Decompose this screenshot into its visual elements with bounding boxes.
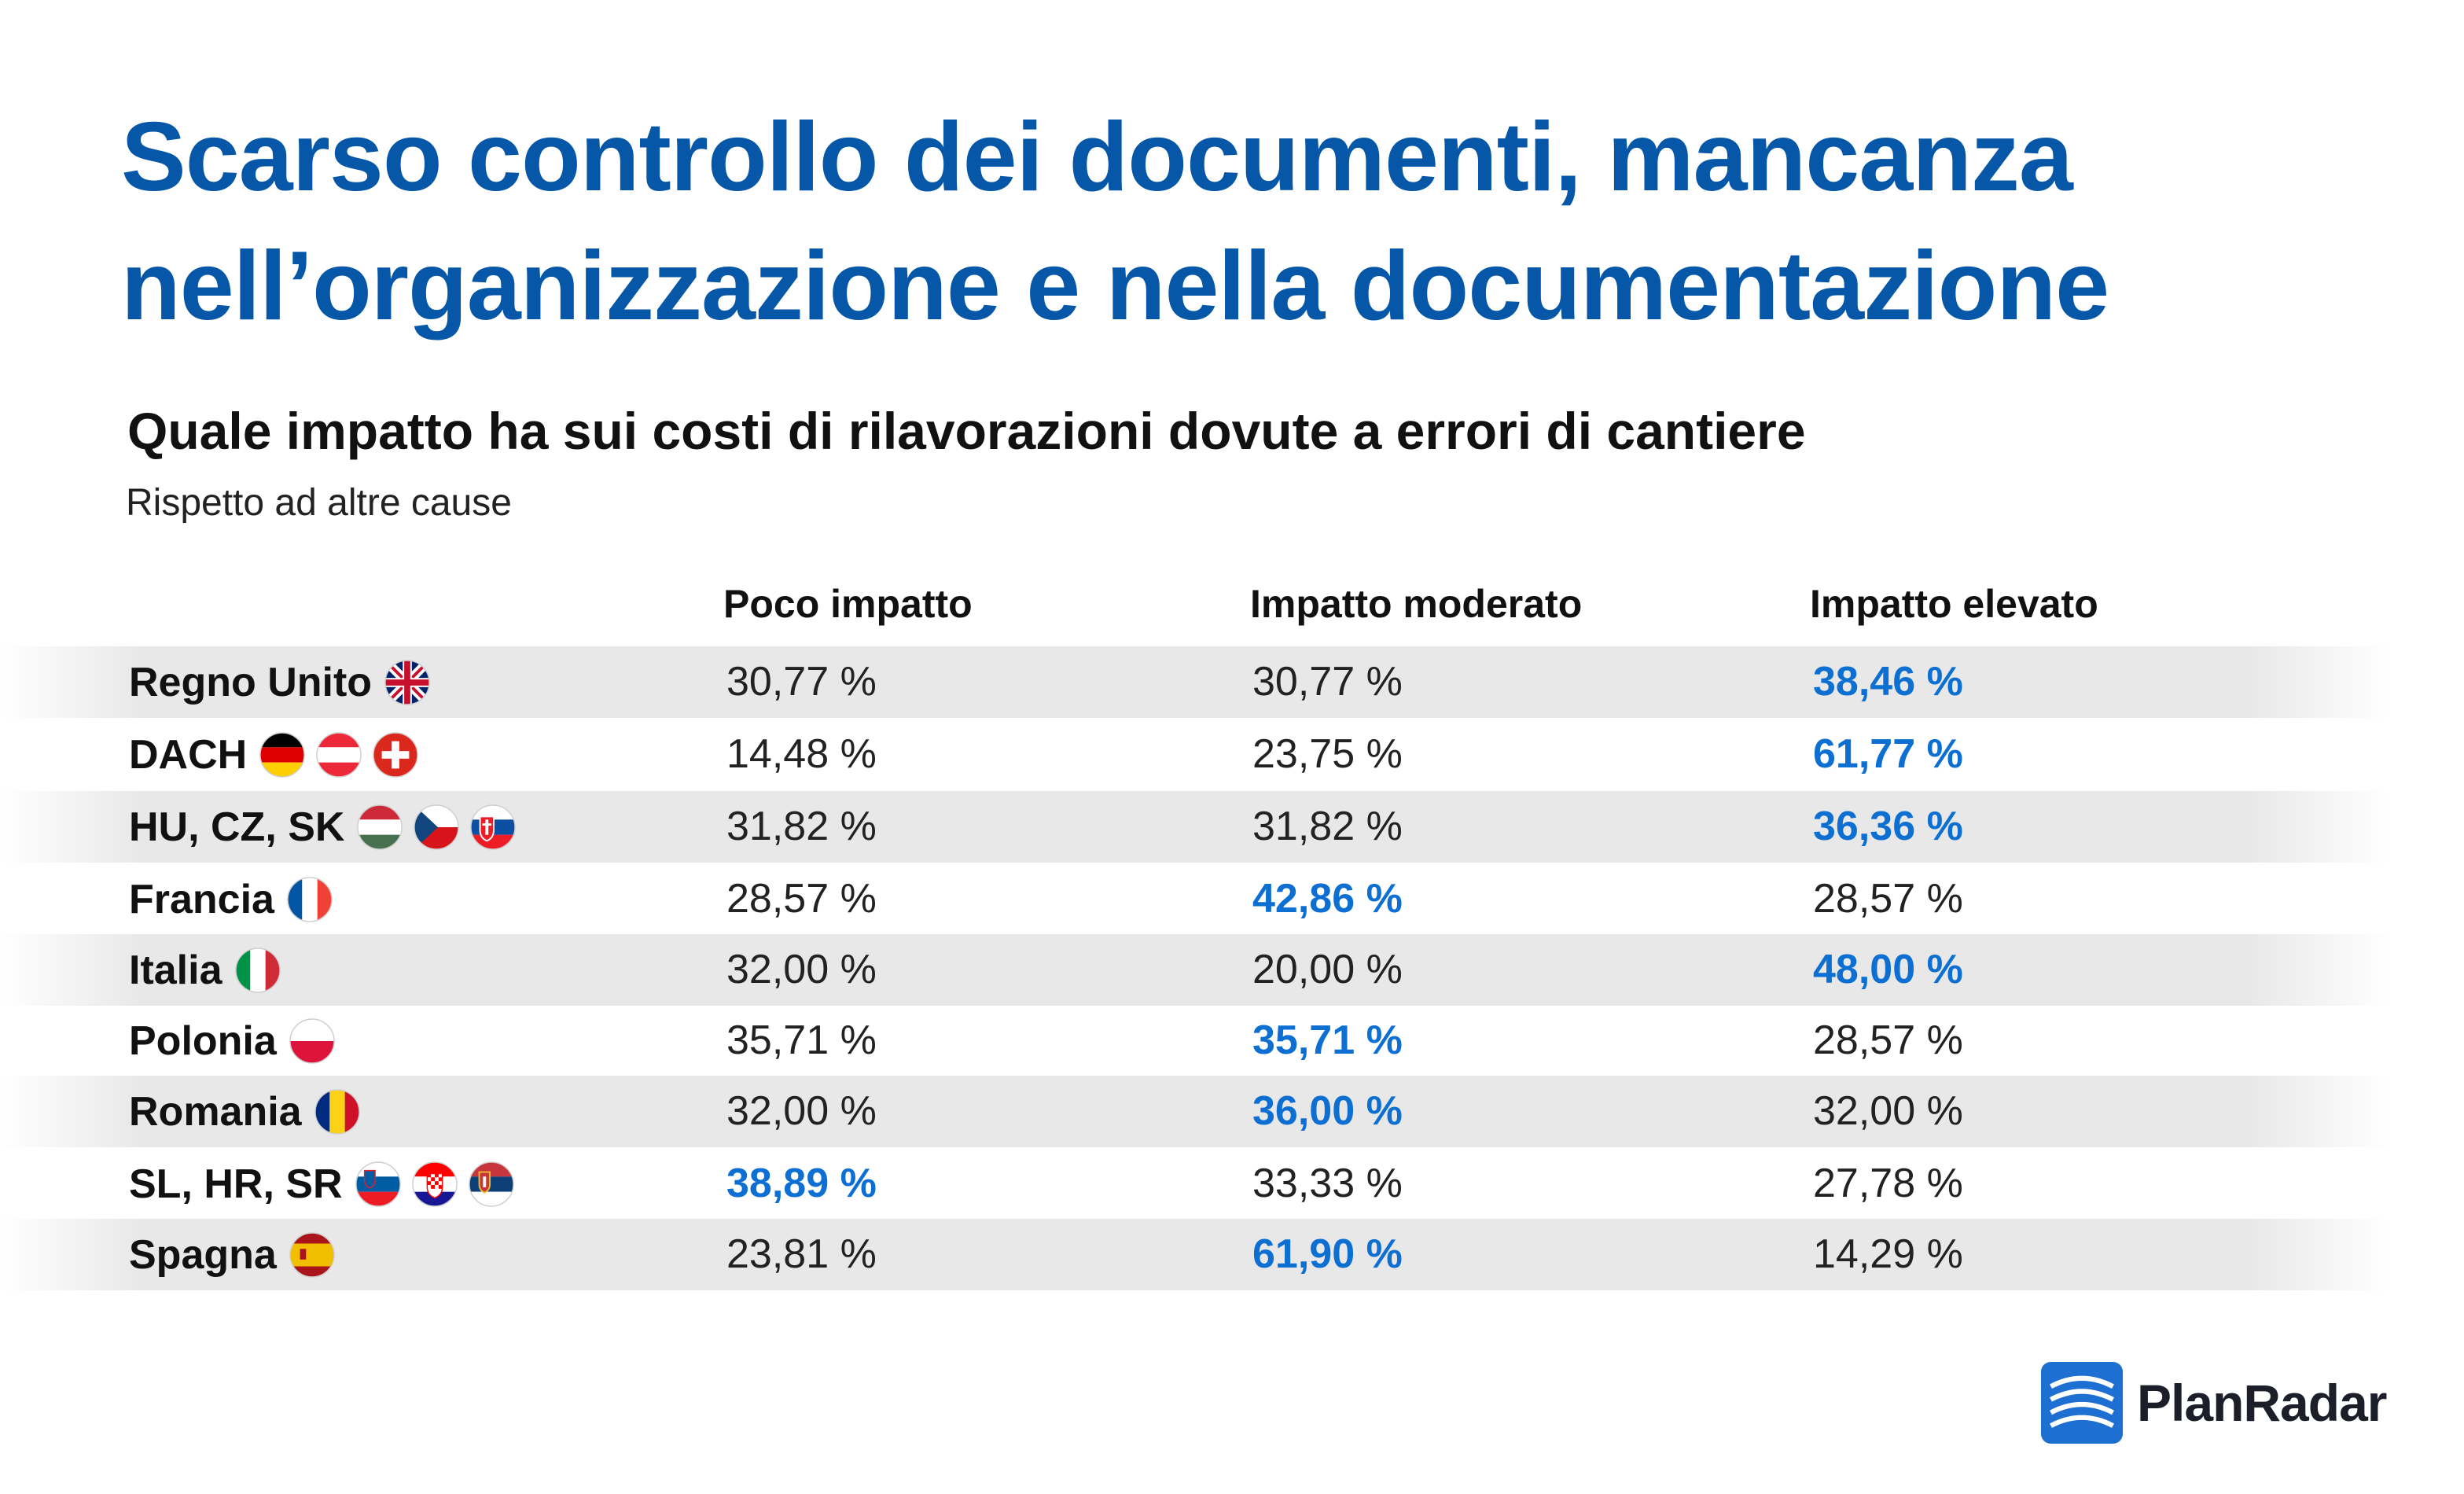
value-cell-highlighted: 48,00 %	[1813, 947, 1963, 992]
country-label: Francia	[129, 876, 274, 922]
country-cell: Polonia	[129, 1005, 346, 1076]
value-cell: 31,82 %	[1252, 804, 1403, 849]
column-header-impatto-elevato: Impatto elevato	[1810, 582, 2098, 626]
country-label: Romania	[129, 1088, 302, 1135]
column-header-poco-impatto: Poco impatto	[723, 582, 973, 626]
france-flag-icon	[287, 876, 333, 922]
table-row: SL, HR, SR 38,89 % 33,33 % 27,78 %	[0, 1148, 2464, 1220]
table-row: Spagna 23,81 % 61,90 % 14,29 %	[0, 1219, 2464, 1290]
value-cell: 33,33 %	[1252, 1161, 1403, 1206]
chart-subtitle: Rispetto ad altre cause	[126, 482, 512, 524]
spain-flag-icon	[289, 1231, 335, 1278]
value-cell: 32,00 %	[726, 947, 877, 992]
title-line-1: Scarso controllo dei documenti, mancanza	[121, 103, 2073, 212]
value-cell: 31,82 %	[726, 804, 877, 849]
country-label: SL, HR, SR	[129, 1161, 343, 1207]
germany-flag-icon	[259, 731, 305, 778]
column-header-impatto-moderato: Impatto moderato	[1250, 582, 1583, 626]
title-line-2: nell’organizzazione e nella documentazio…	[121, 232, 2109, 340]
slovakia-flag-icon	[470, 804, 517, 850]
romania-flag-icon	[314, 1088, 360, 1135]
switzerland-flag-icon	[373, 731, 418, 778]
country-label: Italia	[129, 947, 222, 993]
country-label: Spagna	[129, 1231, 277, 1278]
czechia-flag-icon	[414, 804, 460, 850]
value-cell: 14,29 %	[1813, 1231, 1963, 1277]
country-cell: Spagna	[129, 1219, 346, 1290]
value-cell-highlighted: 36,00 %	[1252, 1088, 1403, 1134]
value-cell-highlighted: 42,86 %	[1252, 876, 1403, 922]
value-cell-highlighted: 38,89 %	[726, 1161, 877, 1206]
table-row: Francia 28,57 % 42,86 % 28,57 %	[0, 863, 2464, 935]
poland-flag-icon	[289, 1017, 335, 1064]
country-label: Polonia	[129, 1017, 277, 1064]
austria-flag-icon	[316, 731, 362, 778]
country-cell: Italia	[129, 934, 292, 1006]
country-cell: HU, CZ, SK	[129, 791, 527, 863]
value-cell-highlighted: 38,46 %	[1813, 659, 1963, 705]
brand-logo: PlanRadar	[2041, 1359, 2387, 1447]
value-cell: 27,78 %	[1813, 1161, 1963, 1206]
country-cell: SL, HR, SR	[129, 1148, 525, 1220]
value-cell: 30,77 %	[726, 659, 877, 705]
row-stripe	[0, 1219, 2390, 1290]
value-cell: 30,77 %	[1252, 659, 1403, 705]
value-cell: 32,00 %	[1813, 1088, 1963, 1134]
value-cell-highlighted: 36,36 %	[1813, 804, 1963, 849]
chart-title: Quale impatto ha sui costi di rilavorazi…	[127, 402, 1806, 460]
value-cell-highlighted: 35,71 %	[1252, 1017, 1403, 1063]
value-cell: 23,75 %	[1252, 731, 1403, 777]
value-cell: 28,57 %	[1813, 1017, 1963, 1063]
value-cell: 20,00 %	[1252, 947, 1403, 992]
table-row: HU, CZ, SK 31,82 % 31,82 % 36,36 %	[0, 791, 2464, 863]
value-cell-highlighted: 61,77 %	[1813, 731, 1963, 777]
table-row: Polonia 35,71 % 35,71 % 28,57 %	[0, 1005, 2464, 1076]
value-cell: 32,00 %	[726, 1088, 877, 1134]
table-row: DACH 14,48 % 23,75 % 61,77 %	[0, 719, 2464, 790]
planradar-logo-icon	[2041, 1362, 2123, 1444]
country-label: HU, CZ, SK	[129, 804, 345, 850]
value-cell: 28,57 %	[726, 876, 877, 922]
country-cell: Francia	[129, 863, 344, 935]
page-title: Scarso controllo dei documenti, mancanza…	[121, 93, 2401, 351]
hungary-flag-icon	[357, 804, 403, 850]
serbia-flag-icon	[468, 1161, 514, 1207]
value-cell-highlighted: 61,90 %	[1252, 1231, 1403, 1277]
value-cell: 14,48 %	[726, 731, 877, 777]
brand-name: PlanRadar	[2137, 1374, 2387, 1432]
slovenia-flag-icon	[355, 1161, 401, 1207]
row-stripe	[0, 1076, 2390, 1147]
country-cell: DACH	[129, 719, 429, 790]
country-label: Regno Unito	[129, 659, 373, 705]
value-cell: 35,71 %	[726, 1017, 877, 1063]
italy-flag-icon	[234, 947, 281, 993]
value-cell: 28,57 %	[1813, 876, 1963, 922]
uk-flag-icon	[384, 659, 430, 705]
country-cell: Regno Unito	[129, 646, 441, 718]
row-stripe	[0, 934, 2390, 1006]
value-cell: 23,81 %	[726, 1231, 877, 1277]
country-cell: Romania	[129, 1076, 371, 1147]
table-row: Regno Unito 30,77 % 30,77 % 38,46 %	[0, 646, 2464, 718]
croatia-flag-icon	[411, 1161, 458, 1207]
table-row: Italia 32,00 % 20,00 % 48,00 %	[0, 934, 2464, 1006]
country-label: DACH	[129, 731, 248, 778]
table-row: Romania 32,00 % 36,00 % 32,00 %	[0, 1076, 2464, 1147]
